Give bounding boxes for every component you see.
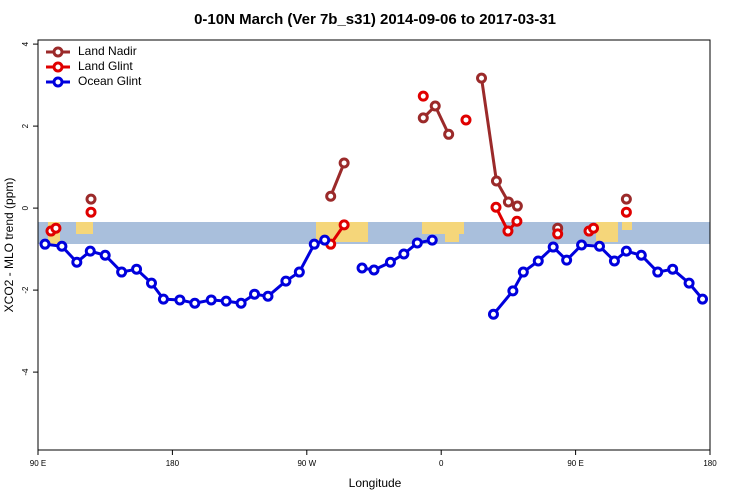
- point: [620, 206, 632, 218]
- point: [511, 200, 523, 212]
- chart-title: 0-10N March (Ver 7b_s31) 2014-09-06 to 2…: [194, 11, 556, 28]
- point: [293, 266, 305, 278]
- point: [356, 262, 368, 274]
- legend-marker: [52, 61, 64, 73]
- land: [422, 222, 464, 234]
- legend-label: Ocean Glint: [78, 74, 142, 88]
- point: [608, 255, 620, 267]
- point: [319, 234, 331, 246]
- legend-label: Land Nadir: [78, 44, 137, 58]
- legend-marker: [52, 76, 64, 88]
- point: [487, 308, 499, 320]
- point: [443, 128, 455, 140]
- point: [667, 263, 679, 275]
- point: [490, 175, 502, 187]
- point: [398, 248, 410, 260]
- point: [620, 193, 632, 205]
- x-axis-label: Longitude: [349, 476, 402, 490]
- y-axis-label: XCO2 - MLO trend (ppm): [2, 178, 16, 313]
- point: [502, 225, 514, 237]
- y-tick-label: 2: [21, 123, 30, 128]
- point: [368, 264, 380, 276]
- point: [131, 263, 143, 275]
- point: [325, 190, 337, 202]
- point: [576, 239, 588, 251]
- point: [561, 254, 573, 266]
- x-tick-label: 90 W: [297, 459, 316, 468]
- point: [71, 256, 83, 268]
- point: [460, 114, 472, 126]
- point: [476, 72, 488, 84]
- land: [76, 222, 93, 234]
- y-tick-label: 4: [21, 41, 30, 46]
- point: [652, 266, 664, 278]
- point: [205, 294, 217, 306]
- point: [511, 215, 523, 227]
- point: [249, 288, 261, 300]
- point: [635, 249, 647, 261]
- legend-label: Land Glint: [78, 59, 133, 73]
- plot-frame: [37, 39, 711, 451]
- point: [338, 157, 350, 169]
- series-line: [331, 78, 627, 206]
- point: [411, 237, 423, 249]
- x-tick-label: 0: [439, 459, 444, 468]
- point: [490, 201, 502, 213]
- x-tick-label: 180: [166, 459, 180, 468]
- point: [85, 206, 97, 218]
- point: [56, 240, 68, 252]
- land: [622, 222, 632, 230]
- point: [116, 266, 128, 278]
- point: [220, 295, 232, 307]
- point: [588, 222, 600, 234]
- legend-marker: [52, 46, 64, 58]
- point: [84, 245, 96, 257]
- point: [683, 277, 695, 289]
- y-tick-label: -2: [21, 286, 30, 294]
- point: [338, 219, 350, 231]
- point: [235, 297, 247, 309]
- point: [620, 245, 632, 257]
- x-tick-label: 90 E: [567, 459, 583, 468]
- point: [517, 266, 529, 278]
- point: [85, 193, 97, 205]
- point: [593, 240, 605, 252]
- point: [417, 90, 429, 102]
- point: [552, 228, 564, 240]
- point: [99, 249, 111, 261]
- point: [417, 112, 429, 124]
- point: [507, 285, 519, 297]
- land: [445, 234, 459, 242]
- x-tick-label: 180: [703, 459, 717, 468]
- point: [308, 238, 320, 250]
- point: [50, 222, 62, 234]
- ocean: [38, 222, 710, 244]
- point: [502, 196, 514, 208]
- series-line: [44, 238, 704, 316]
- point: [384, 256, 396, 268]
- y-tick-label: -4: [21, 368, 30, 376]
- land-ocean-band: [38, 222, 710, 244]
- x-tick-label: 90 E: [30, 459, 46, 468]
- y-tick-label: 0: [21, 205, 30, 210]
- point: [39, 238, 51, 250]
- point: [697, 293, 709, 305]
- point: [157, 293, 169, 305]
- point: [280, 275, 292, 287]
- point: [174, 294, 186, 306]
- point: [189, 297, 201, 309]
- land: [596, 222, 618, 242]
- point: [429, 100, 441, 112]
- point: [426, 234, 438, 246]
- point: [262, 290, 274, 302]
- point: [547, 241, 559, 253]
- point: [145, 277, 157, 289]
- point: [532, 255, 544, 267]
